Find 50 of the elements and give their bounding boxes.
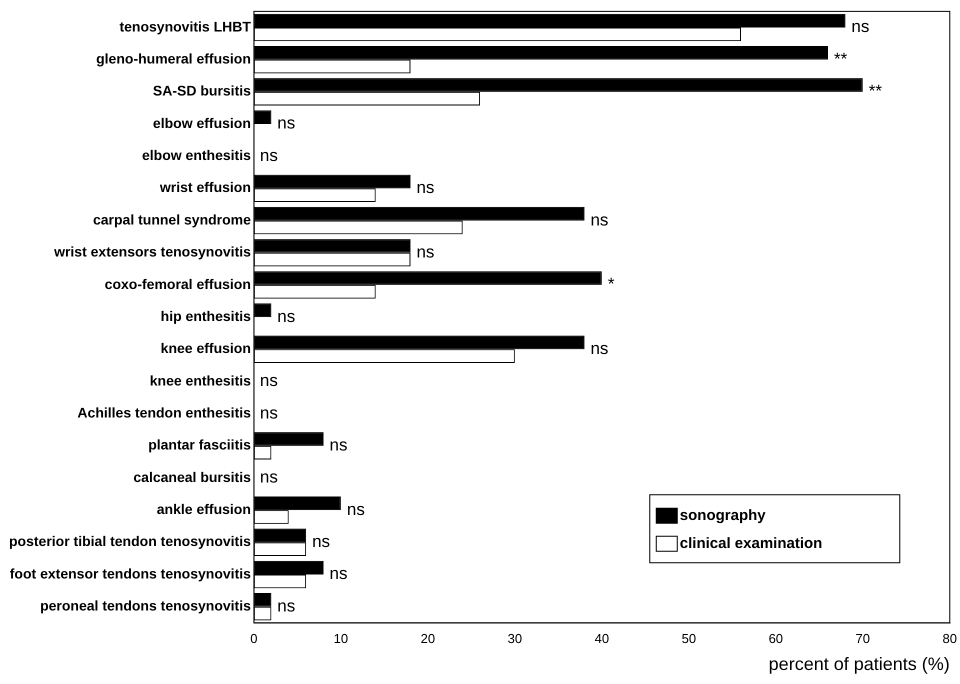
- x-tick-label: 40: [594, 631, 610, 646]
- annotation: ns: [329, 564, 348, 584]
- x-tick-label: 50: [682, 631, 696, 646]
- annotation: ns: [851, 17, 870, 36]
- y-tick-label: elbow effusion: [152, 114, 251, 131]
- annotation: ns: [416, 242, 434, 262]
- y-tick-label: coxo-femoral effusion: [104, 276, 251, 292]
- x-tick-label: 60: [768, 631, 784, 646]
- y-tick-label: calcaneal bursitis: [133, 468, 252, 485]
- annotation: ns: [260, 403, 278, 422]
- annotation: **: [868, 82, 882, 101]
- y-tick-label: elbow enthesitis: [142, 147, 252, 164]
- y-tick-label: foot extensor tendons tenosynovitis: [10, 565, 252, 582]
- y-tick-label: gleno-humeral effusion: [96, 50, 251, 67]
- legend-label: sonography: [680, 506, 766, 524]
- x-tick-label: 0: [250, 631, 258, 646]
- y-tick-label: knee enthesitis: [150, 372, 252, 388]
- annotation: ns: [590, 338, 608, 358]
- x-tick-label: 30: [508, 631, 522, 646]
- y-tick-label: Achilles tendon enthesitis: [77, 404, 252, 420]
- annotation: ns: [277, 596, 296, 616]
- annotation: ns: [346, 500, 365, 519]
- x-tick-label: 80: [942, 631, 958, 646]
- annotation: *: [608, 274, 615, 294]
- annotation: ns: [329, 436, 348, 455]
- annotation: ns: [277, 306, 296, 326]
- y-tick-label: posterior tibial tendon tenosynovitis: [8, 533, 252, 550]
- y-tick-label: carpal tunnel syndrome: [92, 211, 252, 228]
- x-tick-label: 70: [856, 631, 870, 646]
- y-tick-label: wrist effusion: [158, 179, 251, 196]
- y-tick-label: plantar fasciitis: [148, 436, 252, 453]
- annotation: ns: [312, 532, 330, 552]
- annotation: ns: [260, 371, 278, 390]
- annotation: ns: [590, 210, 608, 230]
- y-tick-label: hip enthesitis: [160, 308, 252, 324]
- y-tick-label: ankle effusion: [156, 501, 251, 518]
- annotation: ns: [260, 146, 278, 165]
- x-tick-label: 10: [334, 631, 348, 646]
- annotation: ns: [260, 468, 278, 487]
- y-tick-label: tenosynovitis LHBT: [119, 18, 252, 34]
- x-axis-title: percent of patients (%): [768, 654, 950, 674]
- legend-label: clinical examination: [680, 534, 822, 552]
- y-tick-label: SA-SD bursitis: [152, 82, 252, 99]
- annotation: ns: [277, 114, 296, 133]
- y-tick-label: wrist extensors tenosynovitis: [53, 244, 252, 260]
- y-tick-label: peroneal tendons tenosynovitis: [40, 598, 252, 614]
- x-tick-label: 20: [420, 631, 436, 646]
- annotation: **: [834, 49, 848, 68]
- annotation: ns: [416, 178, 434, 198]
- y-tick-label: knee effusion: [160, 340, 251, 356]
